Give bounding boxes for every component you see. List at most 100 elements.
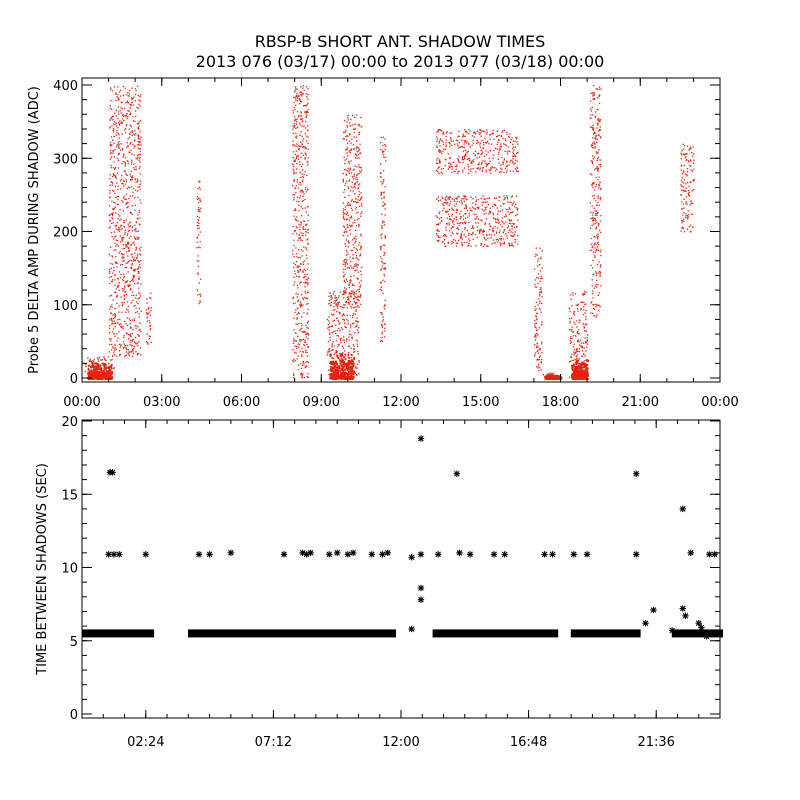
delta-amp-point	[477, 168, 479, 170]
delta-amp-point	[112, 272, 114, 274]
delta-amp-point	[92, 360, 95, 362]
delta-amp-point	[111, 175, 114, 178]
delta-amp-point	[345, 218, 348, 221]
delta-amp-point	[300, 367, 302, 370]
delta-amp-point	[350, 327, 352, 329]
delta-amp-point	[126, 349, 128, 351]
delta-amp-point	[360, 294, 362, 297]
delta-amp-point	[295, 219, 297, 221]
delta-amp-point	[360, 192, 362, 194]
delta-amp-point	[453, 200, 456, 202]
delta-amp-point	[121, 108, 123, 110]
delta-amp-point	[115, 212, 117, 214]
delta-amp-point	[352, 187, 354, 189]
delta-amp-point	[511, 211, 513, 214]
delta-amp-point	[439, 162, 441, 164]
delta-amp-point	[301, 347, 303, 349]
delta-amp-point	[302, 338, 305, 340]
delta-amp-point	[120, 344, 122, 346]
delta-amp-point	[119, 120, 121, 122]
delta-amp-point	[513, 226, 516, 229]
delta-amp-point	[586, 368, 589, 370]
delta-amp-point	[460, 146, 462, 148]
delta-amp-point	[355, 212, 357, 214]
delta-amp-point	[688, 148, 690, 150]
delta-amp-point	[296, 162, 298, 165]
delta-amp-point	[294, 218, 296, 220]
delta-amp-point	[539, 270, 541, 272]
delta-amp-point	[438, 212, 440, 215]
delta-amp-point	[513, 163, 515, 165]
delta-amp-point	[109, 142, 112, 144]
delta-amp-point	[125, 132, 127, 134]
delta-amp-point	[351, 377, 354, 380]
delta-amp-point	[130, 97, 133, 99]
delta-amp-point	[683, 170, 685, 172]
delta-amp-point	[301, 91, 303, 94]
delta-amp-point	[339, 311, 341, 314]
delta-amp-point	[599, 126, 601, 128]
delta-amp-point	[436, 131, 438, 133]
delta-amp-point	[347, 245, 350, 248]
delta-amp-point	[583, 309, 585, 311]
delta-amp-point	[338, 365, 341, 368]
delta-amp-point	[305, 116, 307, 118]
delta-amp-point	[690, 147, 692, 150]
delta-amp-point	[512, 158, 514, 160]
delta-amp-point	[455, 164, 458, 166]
delta-amp-point	[347, 376, 350, 379]
delta-amp-point	[135, 351, 137, 353]
delta-amp-point	[506, 196, 508, 199]
delta-amp-point	[686, 228, 689, 230]
delta-amp-point	[383, 251, 385, 254]
delta-amp-point	[139, 150, 141, 153]
delta-amp-point	[578, 341, 580, 343]
delta-amp-point	[350, 293, 352, 295]
delta-amp-point	[516, 207, 518, 209]
delta-amp-point	[118, 134, 120, 136]
delta-amp-point	[294, 273, 296, 275]
delta-amp-point	[109, 126, 111, 128]
delta-amp-point	[343, 287, 346, 289]
delta-amp-point	[599, 163, 602, 166]
delta-amp-point	[292, 157, 294, 159]
delta-amp-point	[482, 230, 485, 232]
delta-amp-point	[198, 216, 201, 219]
delta-amp-point	[537, 277, 540, 279]
delta-amp-point	[119, 91, 121, 93]
delta-amp-point	[464, 217, 467, 219]
delta-amp-point	[332, 357, 335, 360]
delta-amp-point	[534, 344, 536, 346]
delta-amp-point	[494, 226, 496, 228]
delta-amp-point	[149, 335, 151, 338]
delta-amp-point	[355, 198, 357, 200]
delta-amp-point	[108, 378, 111, 380]
delta-amp-point	[292, 144, 294, 146]
delta-amp-point	[478, 156, 480, 158]
delta-amp-point	[493, 150, 495, 152]
delta-amp-point	[535, 329, 538, 332]
delta-amp-point	[129, 103, 131, 105]
delta-amp-point	[117, 154, 120, 156]
delta-amp-point	[120, 345, 122, 347]
delta-amp-point	[307, 320, 309, 322]
delta-amp-point	[489, 170, 491, 172]
delta-amp-point	[298, 115, 300, 117]
delta-amp-point	[133, 241, 135, 243]
delta-amp-point	[443, 133, 445, 135]
delta-amp-point	[445, 210, 447, 212]
delta-amp-point	[132, 278, 134, 280]
delta-amp-point	[304, 220, 306, 222]
delta-amp-point	[592, 214, 594, 216]
delta-amp-point	[380, 172, 382, 174]
delta-amp-point	[111, 320, 113, 322]
delta-amp-point	[294, 89, 296, 91]
delta-amp-point	[294, 352, 296, 354]
delta-amp-point	[140, 330, 142, 333]
delta-amp-point	[116, 129, 118, 132]
delta-amp-point	[347, 186, 349, 188]
delta-amp-point	[591, 183, 593, 186]
delta-amp-point	[140, 202, 142, 204]
delta-amp-point	[577, 310, 579, 312]
delta-amp-point	[296, 347, 298, 349]
